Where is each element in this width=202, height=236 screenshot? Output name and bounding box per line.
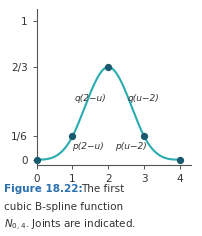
Text: The first: The first: [81, 184, 124, 194]
Text: cubic B-spline function: cubic B-spline function: [4, 202, 123, 212]
Text: q(2−u): q(2−u): [74, 94, 105, 103]
Text: p(2−u): p(2−u): [72, 142, 104, 151]
Point: [178, 158, 181, 161]
Text: q(u−2): q(u−2): [127, 94, 159, 103]
Text: Figure 18.22:: Figure 18.22:: [4, 184, 82, 194]
Point: [70, 135, 74, 138]
Point: [106, 65, 109, 69]
Text: $N_{0,4}$. Joints are indicated.: $N_{0,4}$. Joints are indicated.: [4, 218, 135, 233]
Point: [35, 158, 38, 161]
Point: [142, 135, 145, 138]
Text: p(u−2): p(u−2): [115, 142, 146, 151]
